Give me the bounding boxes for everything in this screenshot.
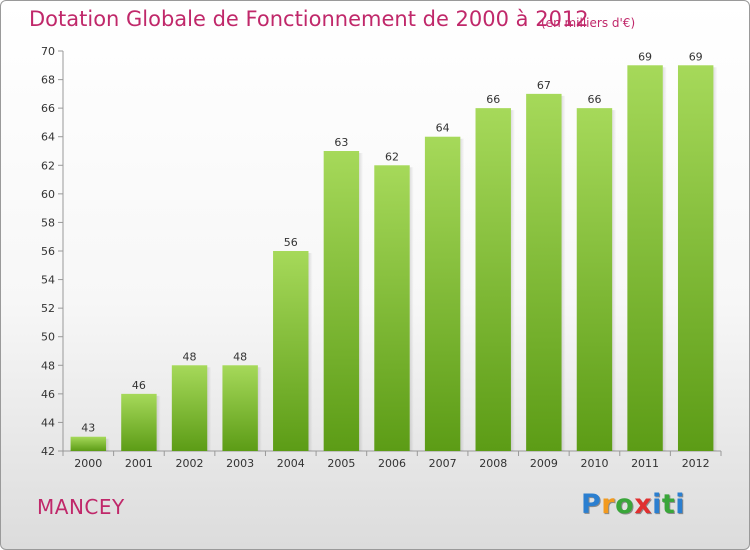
bar-shadow [460, 138, 465, 451]
data-label: 66 [486, 93, 500, 106]
y-tick-label: 58 [41, 216, 55, 229]
y-tick-label: 64 [41, 131, 55, 144]
y-tick-label: 60 [41, 188, 55, 201]
chart-unit: (en milliers d'€) [541, 16, 636, 30]
logo-letter: x [634, 489, 653, 520]
bar-shadow [662, 67, 667, 452]
x-tick-label: 2004 [277, 457, 305, 470]
x-tick-label: 2002 [176, 457, 204, 470]
x-tick-label: 2000 [74, 457, 102, 470]
y-tick-label: 44 [41, 416, 55, 429]
commune-name: MANCEY [37, 495, 125, 519]
x-tick-label: 2008 [479, 457, 507, 470]
data-labels: 43 46 48 48 56 63 62 64 66 67 66 69 69 [81, 50, 702, 434]
bar-shadow [257, 367, 262, 451]
logo-letter: i [652, 489, 662, 520]
bar [374, 165, 410, 452]
logo-letter: r [601, 489, 616, 520]
y-axis: 42 44 46 48 50 52 54 56 58 60 62 64 66 68 70 [41, 45, 64, 458]
bar-shadow [510, 110, 515, 452]
y-tick-label: 50 [41, 331, 55, 344]
data-label: 43 [81, 422, 95, 435]
x-tick-label: 2011 [631, 457, 659, 470]
bar-shadow [713, 67, 718, 452]
bar [576, 108, 613, 452]
chart-title: Dotation Globale de Fonctionnement de 20… [29, 7, 589, 31]
x-tick-label: 2003 [226, 457, 254, 470]
bar [121, 393, 157, 451]
bar-shadow [359, 153, 364, 451]
proxiti-logo[interactable]: Proxiti [581, 489, 685, 520]
y-tick-label: 68 [41, 74, 55, 87]
y-tick-label: 54 [41, 274, 55, 287]
bar [475, 108, 511, 452]
bar [222, 365, 258, 451]
bar-shadow [106, 438, 111, 451]
bar-shadow [308, 253, 313, 451]
data-label: 67 [537, 79, 551, 92]
data-label: 46 [132, 379, 146, 392]
y-tick-label: 62 [41, 159, 55, 172]
bar-shadow [156, 395, 161, 451]
bar [424, 136, 461, 451]
bars [70, 65, 718, 452]
bar [70, 436, 107, 451]
x-tick-label: 2007 [429, 457, 457, 470]
logo-letter: o [615, 489, 635, 520]
bar [171, 365, 208, 451]
y-tick-label: 46 [41, 388, 55, 401]
bar-shadow [612, 110, 617, 452]
y-tick-label: 70 [41, 45, 55, 58]
logo-letter: t [661, 489, 676, 520]
data-label: 69 [689, 50, 703, 63]
y-tick-label: 48 [41, 359, 55, 372]
data-label: 62 [385, 150, 399, 163]
bar [677, 65, 714, 452]
bar [526, 93, 562, 451]
bar [273, 251, 309, 451]
data-label: 66 [587, 93, 601, 106]
y-tick-label: 66 [41, 102, 55, 115]
data-label: 48 [183, 350, 197, 363]
x-tick-label: 2012 [682, 457, 710, 470]
y-tick-label: 52 [41, 302, 55, 315]
x-tick-label: 2001 [125, 457, 153, 470]
bar [627, 65, 663, 452]
bar-shadow [561, 95, 566, 451]
bar-shadow [207, 367, 212, 451]
logo-letter: i [675, 489, 686, 520]
y-tick-label: 42 [41, 445, 55, 458]
data-label: 48 [233, 350, 247, 363]
data-label: 69 [638, 50, 652, 63]
x-tick-label: 2010 [580, 457, 608, 470]
x-tick-label: 2005 [327, 457, 355, 470]
x-axis: 2000 2001 2002 2003 2004 2005 2006 2007 2008 2009… [62, 450, 722, 470]
logo-letter: P [581, 489, 602, 520]
data-label: 56 [284, 236, 298, 249]
bar [323, 151, 360, 451]
x-tick-label: 2009 [530, 457, 558, 470]
y-tick-label: 56 [41, 245, 55, 258]
data-label: 64 [436, 122, 450, 135]
bar-shadow [409, 167, 414, 452]
data-label: 63 [334, 136, 348, 149]
x-tick-label: 2006 [378, 457, 406, 470]
